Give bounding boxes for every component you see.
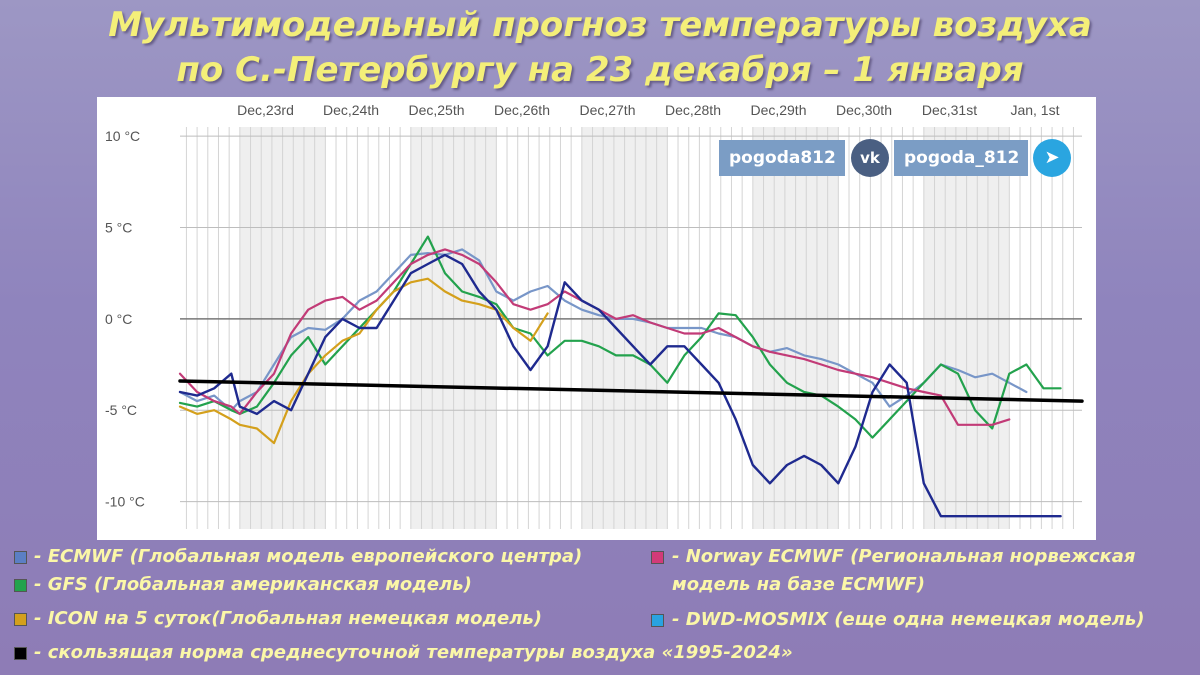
telegram-handle[interactable]: pogoda_812 xyxy=(894,140,1028,176)
x-tick-label: Dec,23rd xyxy=(237,102,294,118)
telegram-icon[interactable]: ➤ xyxy=(1033,139,1071,177)
legend-swatch-gfs xyxy=(14,579,27,592)
legend-swatch-icon xyxy=(14,613,27,626)
legend-dwd: - DWD-MOSMIX (еще одна немецкая модель) xyxy=(672,609,1145,630)
y-tick-label: 5 °C xyxy=(105,220,132,236)
chart-title-line2: по С.-Петербургу на 23 декабря – 1 январ… xyxy=(176,50,1024,90)
series-line-1 xyxy=(178,235,1062,439)
legend-norway-line2: модель на базе ECMWF) xyxy=(672,574,925,595)
x-tick-label: Dec,24th xyxy=(323,102,379,118)
legend-icon: - ICON на 5 суток(Глобальная немецкая мо… xyxy=(34,608,542,629)
legend-ecmwf: - ECMWF (Глобальная модель европейского … xyxy=(34,546,583,567)
x-tick-label: Dec,30th xyxy=(836,102,892,118)
legend-swatch-norway xyxy=(651,551,664,564)
series-line-2 xyxy=(178,277,549,445)
chart-title-line1: Мультимодельный прогноз температуры возд… xyxy=(108,5,1092,45)
x-tick-label: Dec,29th xyxy=(750,102,806,118)
vk-icon[interactable]: vk xyxy=(851,139,889,177)
legend-norway: - Norway ECMWF (Региональная норвежская xyxy=(672,546,1136,567)
series-line-4 xyxy=(178,253,1062,518)
x-tick-label: Dec,25th xyxy=(408,102,464,118)
legend-swatch-norm xyxy=(14,647,27,660)
vk-handle[interactable]: pogoda812 xyxy=(719,140,845,176)
y-tick-label: 0 °C xyxy=(105,311,132,327)
legend-norm: - скользящая норма среднесуточной темпер… xyxy=(34,642,793,663)
legend-swatch-dwd xyxy=(651,614,664,627)
legend-swatch-ecmwf xyxy=(14,551,27,564)
temperature-chart: 10 °C 5 °C 0 °C -5 °C -10 °C Dec,23rd Dec,24th… xyxy=(105,102,1084,529)
x-tick-label: Jan, 1st xyxy=(1010,102,1059,118)
x-tick-label: Dec,31st xyxy=(922,102,977,118)
series-line-5 xyxy=(178,379,1084,403)
y-tick-label: -5 °C xyxy=(105,402,137,418)
y-tick-label: -10 °C xyxy=(105,494,145,510)
y-tick-label: 10 °C xyxy=(105,128,140,144)
x-tick-label: Dec,27th xyxy=(579,102,635,118)
x-tick-label: Dec,26th xyxy=(494,102,550,118)
legend-gfs: - GFS (Глобальная американская модель) xyxy=(34,574,472,595)
x-tick-label: Dec,28th xyxy=(665,102,721,118)
series-line-0 xyxy=(178,248,1028,412)
